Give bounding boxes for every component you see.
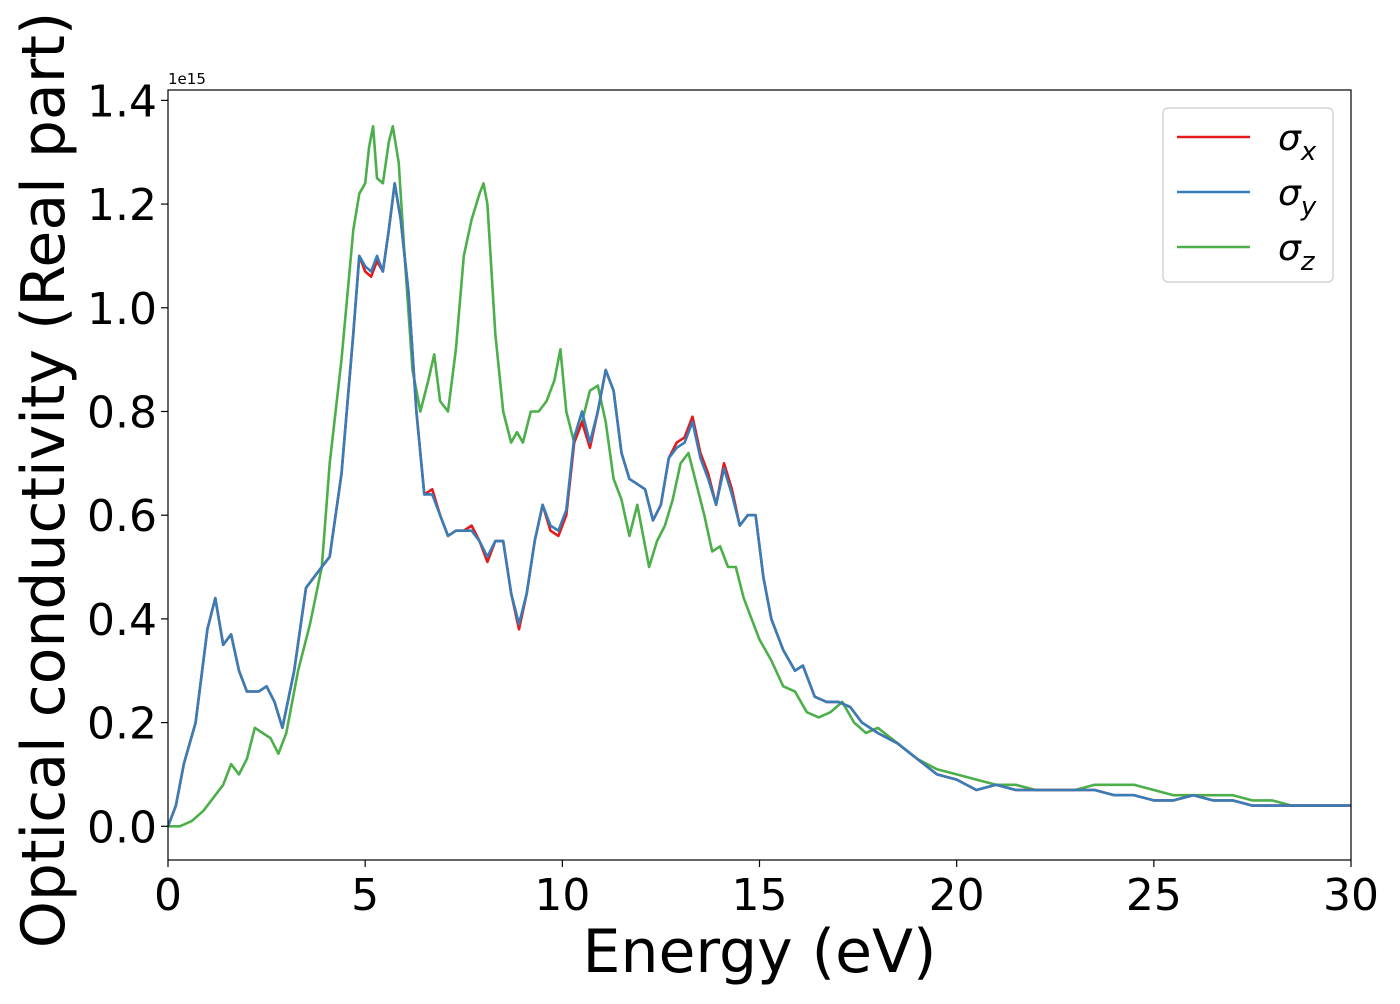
legend-subscript: y — [1300, 192, 1317, 222]
y-tick-label: 0.2 — [87, 699, 157, 750]
x-tick-label: 25 — [1126, 870, 1182, 921]
legend-label-x: σx — [1278, 118, 1317, 167]
y-axis-offset-text: 1e15 — [168, 70, 206, 88]
y-tick-label: 0.4 — [87, 595, 157, 646]
legend-subscript: z — [1300, 247, 1316, 277]
legend-box — [1162, 107, 1334, 283]
y-tick-label: 0.8 — [87, 387, 157, 438]
x-tick-label: 0 — [154, 870, 182, 921]
series-line-z — [168, 125, 1351, 828]
legend-symbol: σ — [1278, 228, 1302, 269]
legend-label-y: σy — [1278, 173, 1317, 222]
x-tick-label: 5 — [351, 870, 379, 921]
y-tick-label: 1.4 — [87, 76, 157, 127]
legend-symbol: σ — [1278, 173, 1302, 214]
legend-subscript: x — [1300, 137, 1317, 167]
y-tick-label: 1.0 — [87, 284, 157, 335]
x-tick-label: 10 — [534, 870, 590, 921]
y-tick-label: 0.0 — [87, 802, 157, 853]
x-tick-label: 20 — [929, 870, 985, 921]
axes-frame — [167, 89, 1352, 861]
plot-area — [168, 125, 1351, 828]
y-axis-label: Optical conductivity (Real part) — [9, 12, 79, 949]
series-line-y — [168, 182, 1351, 828]
y-tick-label: 1.2 — [87, 180, 157, 231]
axis-ticks: 0 5 10 15 20 25 30 0.0 0.2 0.4 0.6 0.8 1.0 1.2 1.4 — [87, 76, 1379, 921]
x-axis-label: Energy (eV) — [583, 917, 937, 987]
y-tick-label: 0.6 — [87, 491, 157, 542]
x-tick-label: 15 — [732, 870, 788, 921]
legend-label-z: σz — [1278, 228, 1316, 277]
legend-symbol: σ — [1278, 118, 1302, 159]
x-tick-label: 30 — [1323, 870, 1379, 921]
